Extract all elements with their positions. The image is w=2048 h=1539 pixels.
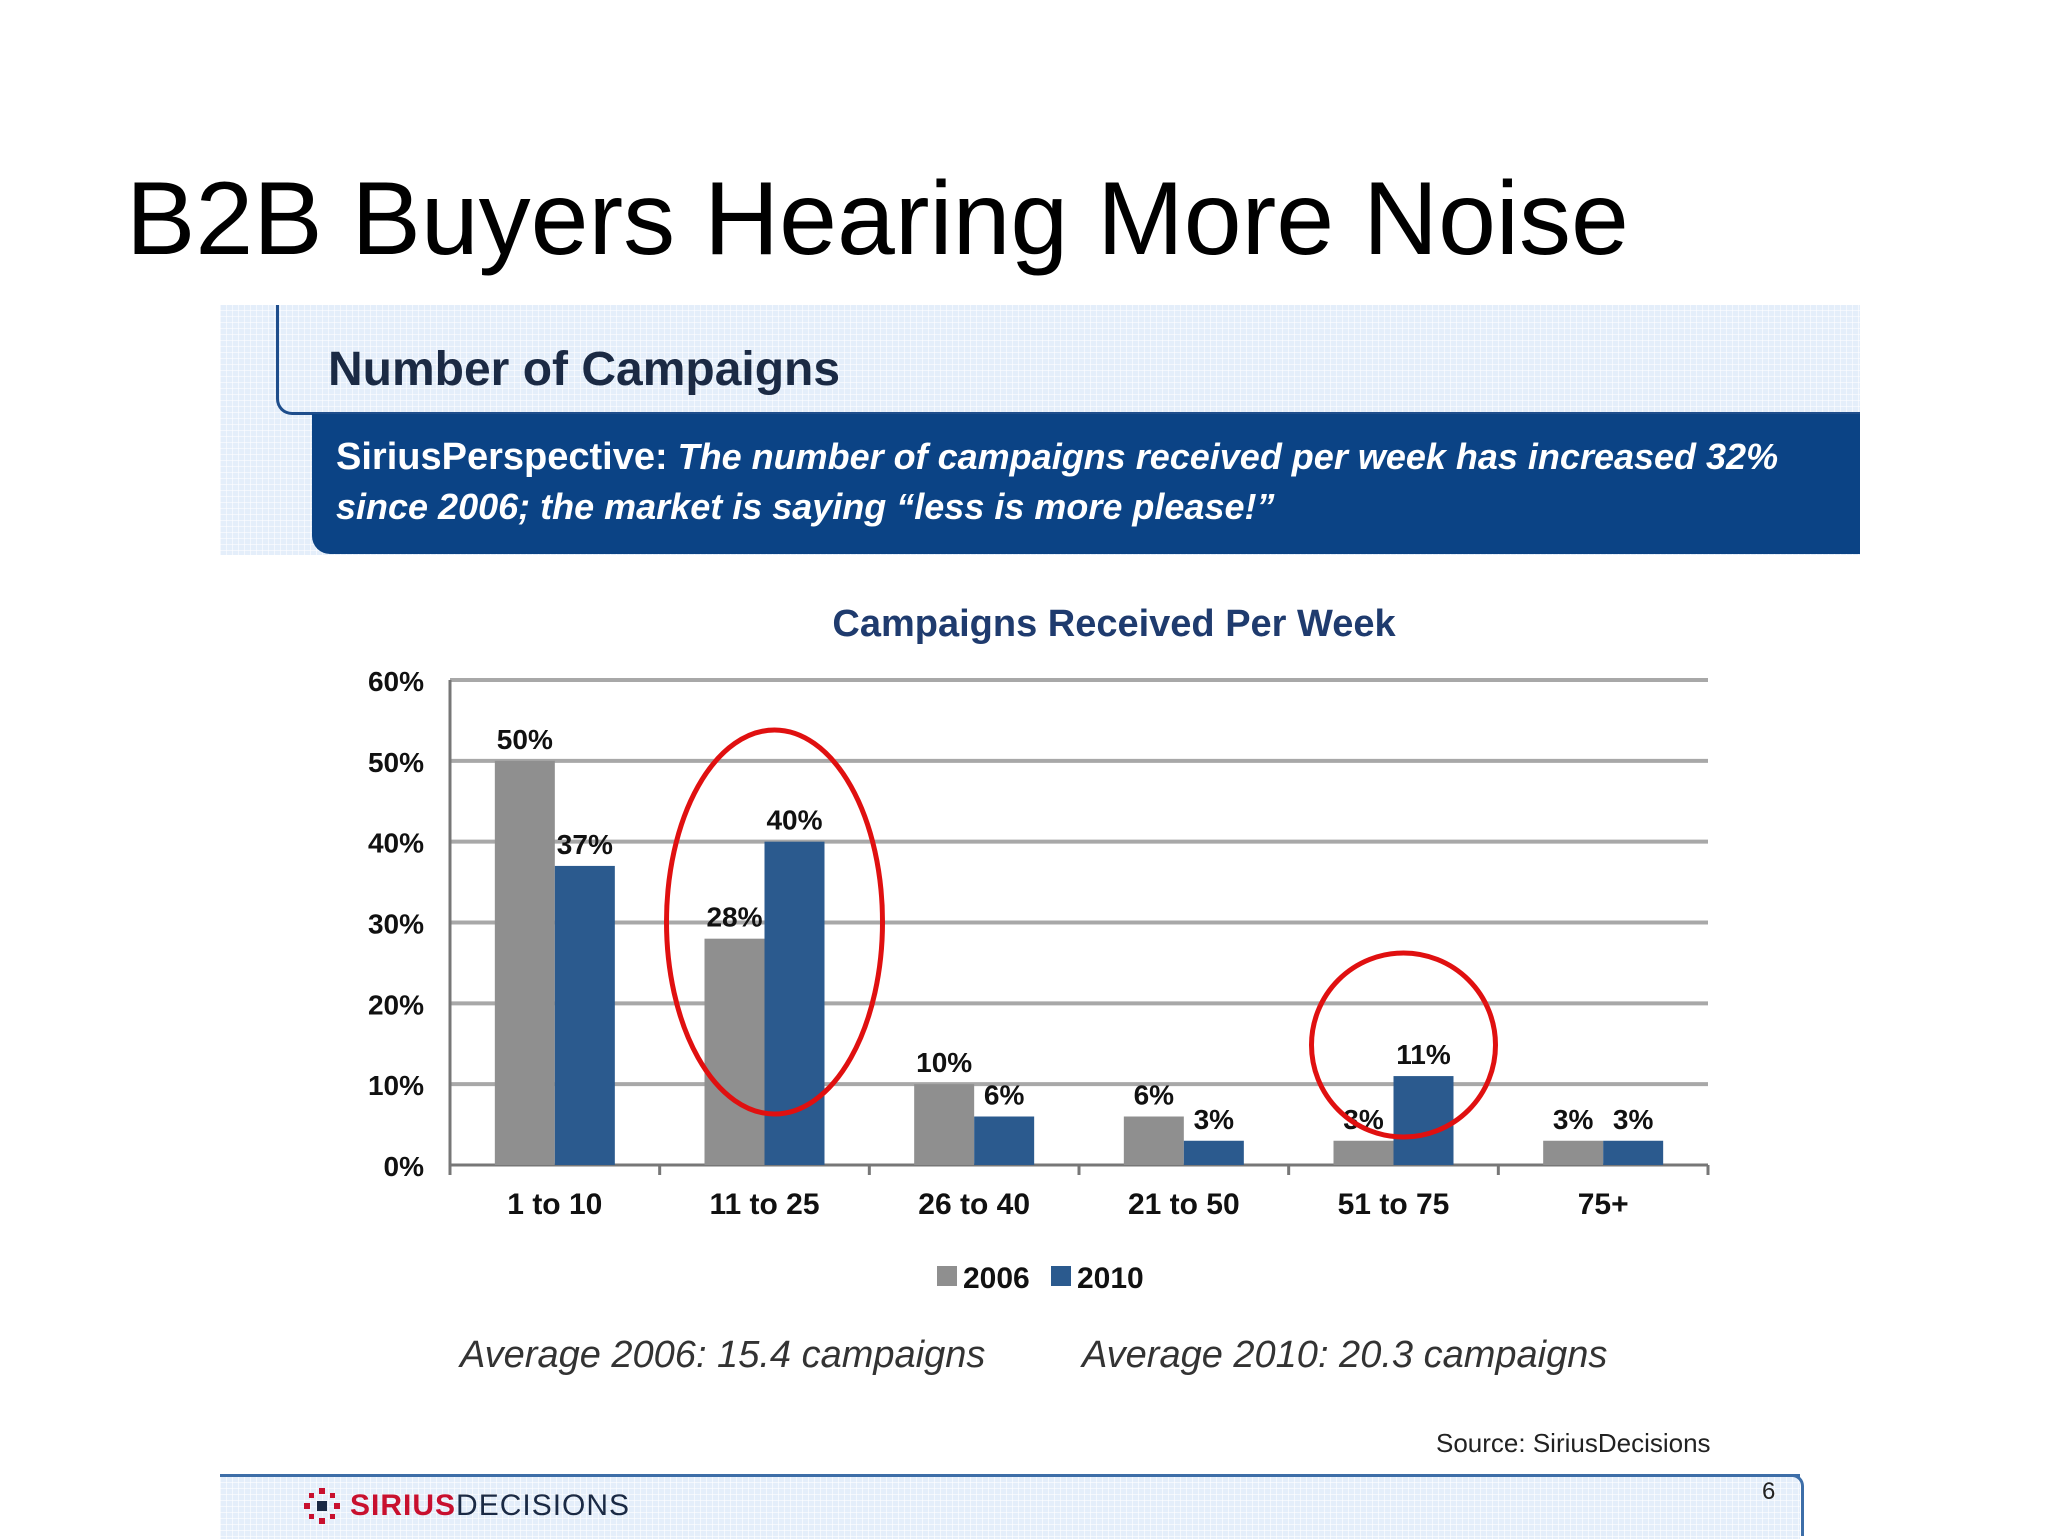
bar-2010-4 <box>1183 1140 1244 1165</box>
perspective-body: The number of campaigns received per wee… <box>336 436 1779 527</box>
bar-2006-6 <box>1543 1140 1604 1165</box>
y-tick-label: 0% <box>384 1151 425 1182</box>
data-label: 3% <box>1553 1104 1594 1135</box>
bar-chart: Campaigns Received Per Week 0% 10% 20% 30% 40… <box>368 603 1710 1295</box>
bar-2010-6 <box>1603 1140 1664 1165</box>
x-tick-label: 21 to 50 <box>1128 1188 1240 1221</box>
footer-edge <box>1790 1474 1804 1536</box>
bar-2010-1 <box>554 865 615 1165</box>
y-tick-label: 20% <box>368 989 424 1020</box>
x-tick-label: 51 to 75 <box>1338 1188 1450 1221</box>
x-tick-label: 1 to 10 <box>507 1188 602 1221</box>
legend-label: 2010 <box>1077 1262 1144 1295</box>
siriusdecisions-logo: SIRIUSDECISIONS <box>302 1486 630 1526</box>
slide-title: B2B Buyers Hearing More Noise <box>126 161 1629 277</box>
bar-2006-4 <box>1123 1116 1184 1165</box>
data-label: 6% <box>1134 1080 1175 1111</box>
highlight-circle <box>1309 950 1498 1140</box>
footer-band <box>220 1474 1800 1539</box>
bar-2006-5 <box>1333 1140 1394 1165</box>
bar-2006-1 <box>494 760 555 1165</box>
legend-swatch <box>937 1266 957 1286</box>
legend-label: 2006 <box>963 1262 1030 1295</box>
data-label: 3% <box>1194 1104 1235 1135</box>
y-tick-label: 50% <box>368 747 424 778</box>
x-tick-label: 75+ <box>1578 1188 1629 1221</box>
bar-2010-3 <box>974 1116 1035 1165</box>
chart-title: Campaigns Received Per Week <box>832 603 1396 645</box>
header-heading: Number of Campaigns <box>328 343 841 396</box>
y-tick-label: 40% <box>368 828 424 859</box>
data-label: 10% <box>916 1047 972 1078</box>
y-tick-label: 30% <box>368 909 424 940</box>
highlight-circle <box>664 727 885 1117</box>
y-tick-label: 60% <box>368 666 424 697</box>
data-label: 50% <box>497 724 553 755</box>
logo-sirius-text: SIRIUS <box>350 1489 457 1522</box>
page-number: 6 <box>1762 1478 1776 1505</box>
y-tick-label: 10% <box>368 1070 424 1101</box>
header-tab <box>276 305 1860 415</box>
x-tick-label: 11 to 25 <box>709 1188 819 1221</box>
x-tick-label: 26 to 40 <box>918 1188 1030 1221</box>
average-2010: Average 2010: 20.3 campaigns <box>1082 1334 1608 1376</box>
legend-swatch <box>1051 1266 1071 1286</box>
bar-2006-3 <box>914 1084 975 1165</box>
average-2006: Average 2006: 15.4 campaigns <box>460 1334 986 1376</box>
logo-decisions-text: DECISIONS <box>456 1489 631 1522</box>
data-label: 28% <box>706 902 762 933</box>
perspective-lead: SiriusPerspective: <box>336 436 668 478</box>
data-label: 40% <box>766 805 822 836</box>
perspective-box: SiriusPerspective: The number of campaig… <box>312 414 1860 554</box>
bar-2006-2 <box>704 938 765 1165</box>
data-label: 37% <box>557 829 613 860</box>
data-label: 3% <box>1613 1104 1654 1135</box>
data-label: 11% <box>1396 1039 1451 1070</box>
bar-2010-5 <box>1393 1076 1454 1165</box>
source-note: Source: SiriusDecisions <box>1436 1428 1711 1458</box>
bar-2010-2 <box>764 841 825 1165</box>
data-label: 6% <box>984 1080 1025 1111</box>
sirius-star-icon <box>304 1488 340 1524</box>
